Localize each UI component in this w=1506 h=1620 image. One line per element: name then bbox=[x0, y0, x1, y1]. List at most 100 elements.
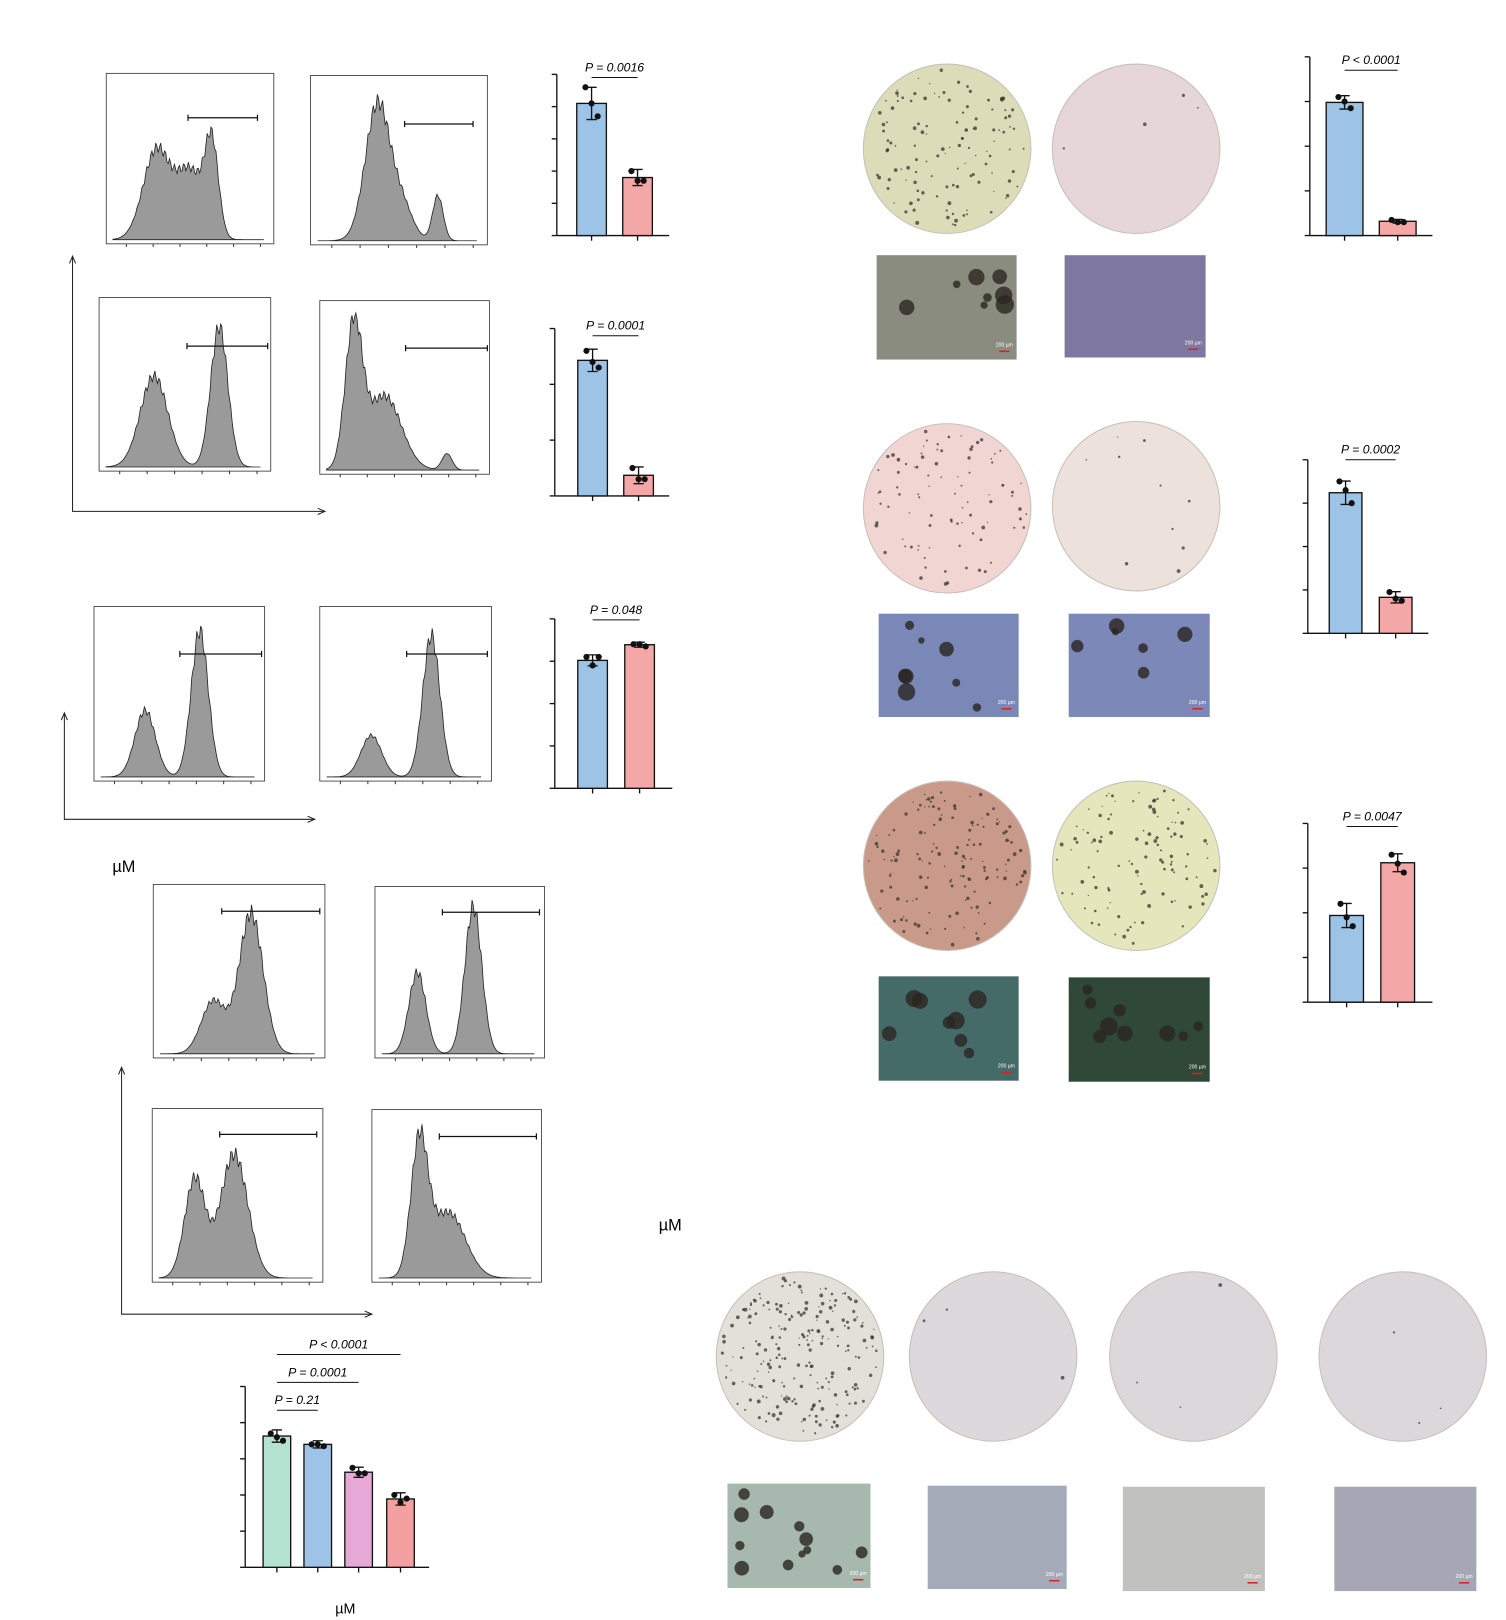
colony bbox=[767, 1371, 770, 1373]
colony bbox=[1418, 1421, 1421, 1425]
arrow-head bbox=[307, 815, 316, 823]
dish bbox=[1051, 780, 1221, 952]
colony bbox=[785, 1395, 788, 1398]
colony bbox=[755, 1340, 758, 1343]
colony bbox=[895, 852, 900, 856]
colony bbox=[782, 1559, 794, 1571]
colony bbox=[929, 800, 932, 803]
colony bbox=[928, 862, 931, 865]
colony bbox=[757, 1342, 761, 1347]
colony bbox=[917, 122, 920, 126]
colony bbox=[730, 1369, 732, 1371]
colony bbox=[1004, 829, 1008, 833]
colony bbox=[906, 165, 911, 170]
colony bbox=[865, 1346, 868, 1349]
data-point bbox=[1335, 93, 1342, 101]
colony bbox=[904, 545, 907, 548]
colony bbox=[902, 930, 906, 934]
colony bbox=[881, 122, 886, 127]
colony bbox=[944, 152, 946, 155]
colony bbox=[972, 127, 975, 130]
colony bbox=[825, 1377, 828, 1380]
colony bbox=[915, 220, 920, 225]
colony bbox=[1142, 439, 1146, 442]
colony bbox=[961, 111, 965, 114]
colony bbox=[913, 144, 916, 147]
scale-bar-label: 200 µm bbox=[998, 1064, 1015, 1070]
colony bbox=[780, 1328, 783, 1331]
colony bbox=[765, 1420, 768, 1423]
colony bbox=[784, 1312, 787, 1316]
colony bbox=[1008, 148, 1011, 151]
colony bbox=[1204, 892, 1208, 896]
colony bbox=[897, 683, 916, 701]
colony bbox=[936, 443, 939, 446]
arrow-head bbox=[317, 507, 327, 515]
colony bbox=[918, 830, 923, 835]
colony bbox=[965, 105, 969, 109]
colony bbox=[991, 108, 994, 111]
colony bbox=[1113, 1004, 1126, 1017]
arrow-head bbox=[364, 1310, 374, 1318]
histogram-frame bbox=[152, 883, 326, 1059]
colony bbox=[1090, 841, 1093, 844]
colony bbox=[973, 890, 976, 893]
colony bbox=[940, 449, 944, 453]
colony bbox=[968, 838, 971, 841]
colony bbox=[734, 1507, 749, 1523]
colony bbox=[811, 1339, 814, 1342]
colony bbox=[996, 868, 999, 871]
colony bbox=[996, 818, 999, 821]
colony bbox=[962, 874, 965, 878]
colony bbox=[1185, 877, 1189, 881]
colony bbox=[785, 1400, 788, 1404]
colony bbox=[1025, 513, 1028, 516]
scale-bar-label: 200 µm bbox=[1185, 340, 1202, 346]
data-point bbox=[1394, 860, 1401, 867]
colony bbox=[818, 1309, 823, 1314]
colony bbox=[778, 1365, 782, 1369]
colony bbox=[1392, 1331, 1396, 1334]
dish bbox=[862, 423, 1032, 594]
colony bbox=[804, 1300, 809, 1305]
colony bbox=[833, 1393, 838, 1397]
colony bbox=[909, 99, 913, 103]
colony bbox=[783, 1397, 787, 1401]
colony bbox=[951, 816, 954, 820]
colony bbox=[844, 1350, 847, 1353]
colony bbox=[1193, 1021, 1204, 1032]
colony bbox=[947, 98, 951, 102]
colony bbox=[781, 1381, 783, 1384]
colony bbox=[841, 1318, 845, 1322]
colony bbox=[1018, 507, 1022, 511]
colony bbox=[928, 911, 931, 914]
colony bbox=[783, 1357, 787, 1360]
colony bbox=[843, 1324, 846, 1327]
colony bbox=[977, 180, 981, 184]
colony bbox=[943, 582, 948, 586]
colony bbox=[1016, 185, 1019, 188]
data-point bbox=[403, 1495, 410, 1502]
data-point bbox=[279, 1437, 287, 1444]
colony bbox=[809, 1332, 811, 1335]
colony bbox=[968, 268, 985, 286]
colony bbox=[992, 128, 996, 132]
colony bbox=[905, 919, 908, 922]
colony bbox=[924, 885, 928, 890]
colony bbox=[735, 1540, 745, 1551]
colony bbox=[890, 859, 893, 862]
colony bbox=[845, 1414, 848, 1417]
colony bbox=[766, 1300, 770, 1305]
colony bbox=[803, 1546, 812, 1555]
colony bbox=[820, 1301, 825, 1306]
colony bbox=[799, 1532, 813, 1546]
colony bbox=[931, 805, 935, 809]
colony bbox=[814, 1432, 817, 1435]
colony bbox=[830, 1425, 834, 1429]
colony bbox=[902, 538, 904, 541]
colony bbox=[901, 96, 905, 100]
colony bbox=[833, 1304, 837, 1307]
colony bbox=[845, 1320, 850, 1324]
colony bbox=[916, 852, 919, 856]
colony bbox=[763, 1348, 768, 1352]
